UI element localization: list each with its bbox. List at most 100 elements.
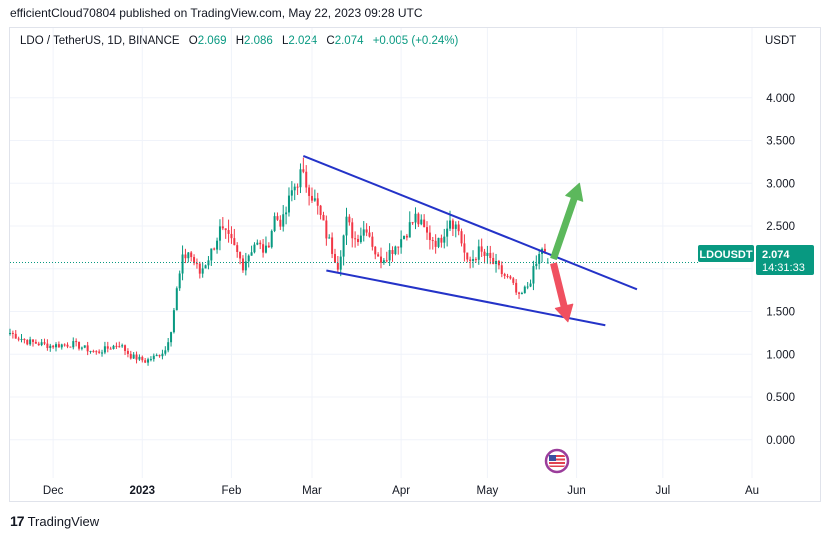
candle-body [86,345,89,352]
candle-body [101,352,104,354]
candle-body [112,345,115,349]
candle-body [518,292,521,294]
time-axis[interactable]: Dec 2023 Feb Mar Apr May Jun Jul Au [43,485,759,497]
candle-body [325,220,328,239]
candle-body [440,237,443,243]
candles [8,157,549,366]
candle-body [486,252,489,256]
candle-body [152,355,155,360]
candle-body [500,265,503,275]
candle-body [52,345,55,348]
candle-body [221,226,224,229]
y-tick-label: 3.500 [766,136,795,148]
candle-body [543,248,546,252]
candle-body [201,268,204,274]
candle-body [480,246,483,252]
footer[interactable]: 17 TradingView [10,513,99,529]
candle-body [469,259,472,261]
open-value: 2.069 [197,35,227,47]
candle-body [474,259,477,261]
candle-body [175,288,178,311]
x-tick-label: May [477,485,499,497]
close-label: C [326,35,335,47]
candle-body [89,350,92,352]
candle-body [339,256,342,270]
candle-body [489,252,492,258]
candle-body [285,212,288,215]
candle-body [75,341,78,343]
candle-body [187,252,190,259]
candle-body [299,169,302,188]
candle-body [181,254,184,274]
candle-body [247,255,250,262]
y-tick-label: 2.500 [766,221,795,233]
trendline-upper[interactable] [302,154,638,291]
candle-body [313,198,316,201]
candle-body [374,246,377,255]
candle-body [276,216,279,220]
high-label: H [235,35,245,47]
candle-body [310,195,313,201]
candle-body [388,250,391,261]
candle-body [43,342,46,344]
candle-body [95,351,98,353]
candle-body [426,227,429,233]
candle-body [362,229,365,236]
candle-body [250,252,253,256]
candle-body [282,214,285,227]
candle-body [351,222,354,239]
candle-body [454,224,457,229]
x-tick-label: Mar [302,485,322,497]
candle-body [503,274,506,276]
candle-body [103,346,106,353]
candle-body [198,263,201,274]
currency-label: USDT [765,35,797,47]
candle-body [302,169,305,172]
y-tick-label: 1.000 [766,349,795,361]
candle-body [342,235,345,257]
candle-body [109,348,112,350]
candle-body [63,344,66,346]
candle-body [414,213,417,223]
candle-body [40,342,43,346]
candle-body [264,245,267,253]
candle-body [106,346,109,349]
y-tick-label: 1.500 [766,307,795,319]
symbol-label[interactable]: LDO / TetherUS, 1D, BINANCE [20,35,180,47]
candle-body [124,345,127,351]
candle-body [359,235,362,243]
candle-body [32,339,35,342]
y-tick-label: 4.000 [766,93,795,105]
candle-body [437,237,440,247]
candle-body [403,235,406,240]
candle-body [296,186,299,188]
candle-body [368,232,371,237]
candle-body [118,346,121,348]
candle-body [155,355,158,357]
candle-body [279,219,282,227]
candle-body [529,283,532,287]
candle-body [336,262,339,270]
candle-body [497,260,500,266]
candle-body [213,248,216,250]
candle-body [477,246,480,260]
arrows [550,182,584,323]
ohlc-legend: LDO / TetherUS, 1D, BINANCE O2.069 H2.08… [20,35,458,47]
x-tick-label: Feb [222,485,242,497]
trendlines[interactable] [302,154,638,327]
trendline-lower[interactable] [326,269,606,327]
candle-body [170,332,173,343]
candle-body [434,240,437,247]
price-tag-bg [756,245,814,275]
candle-body [178,273,181,289]
low-value: 2.024 [288,35,318,47]
candle-body [331,237,334,254]
candle-body [138,356,141,360]
price-tag-value: 2.074 [762,249,790,261]
candle-body [348,216,351,223]
candle-body [244,261,247,271]
candle-body [60,344,63,348]
candle-body [92,350,95,352]
candle-body [400,239,403,248]
